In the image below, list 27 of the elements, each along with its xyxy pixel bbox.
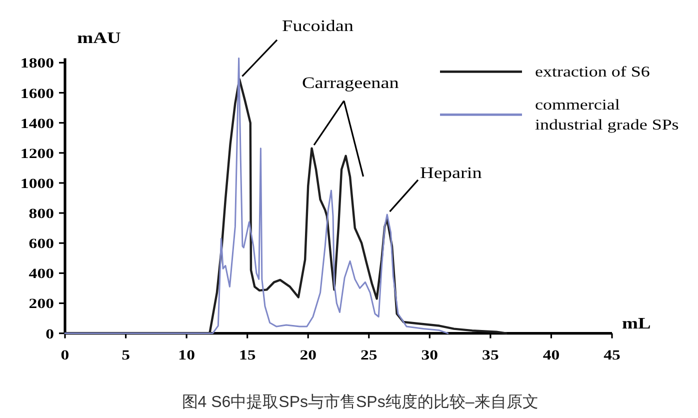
x-tick-label: 20 (300, 348, 317, 363)
x-tick-label: 5 (122, 348, 130, 363)
y-tick-label: 800 (28, 206, 54, 222)
caption: 图4 S6中提取SPs与市售SPs纯度的比较–来自原文 (182, 393, 538, 411)
x-tick-label: 25 (360, 348, 378, 363)
annotation: Heparin (420, 163, 482, 182)
y-tick-label: 1600 (20, 86, 54, 102)
x-tick-label: 45 (604, 348, 621, 363)
y-tick-label: 1000 (20, 176, 54, 192)
y-tick-label: 1200 (20, 146, 54, 162)
x-tick-label: 15 (238, 348, 256, 363)
x-axis-title: mL (622, 314, 652, 332)
y-tick-label: 200 (28, 296, 54, 312)
y-tick-label: 1400 (20, 116, 54, 132)
x-tick-label: 40 (542, 348, 560, 363)
y-tick-label: 600 (28, 236, 54, 252)
y-tick-label: 0 (46, 326, 54, 342)
annotation: Carrageenan (302, 73, 400, 92)
legend: extraction of S6 commercial industrial grade SPs (440, 63, 679, 134)
x-tick-label: 0 (60, 348, 70, 363)
x-tick-label: 30 (421, 348, 438, 363)
x-tick-label: 35 (482, 348, 500, 363)
y-tick-label: 400 (28, 266, 54, 282)
x-tick-label: 10 (178, 348, 196, 363)
y-axis-title: mAU (77, 28, 122, 47)
annotation: Fucoidan (282, 16, 354, 35)
y-tick-label: 1800 (20, 56, 54, 72)
